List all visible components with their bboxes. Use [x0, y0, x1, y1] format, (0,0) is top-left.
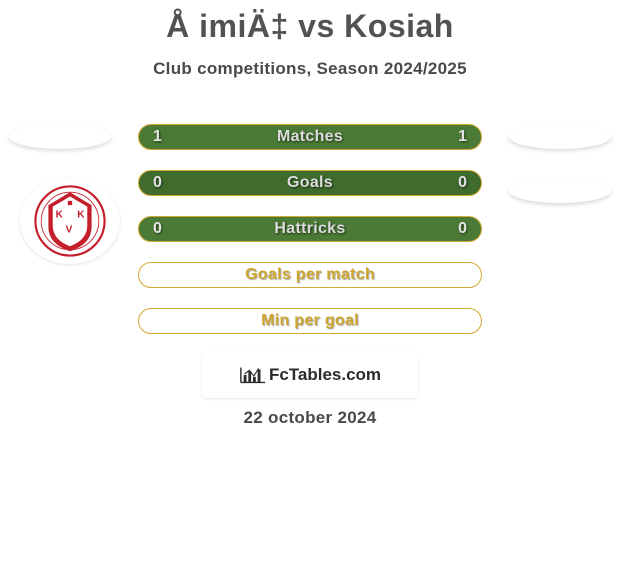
stat-goals-right: 0 — [458, 171, 467, 195]
page-subtitle: Club competitions, Season 2024/2025 — [0, 59, 620, 79]
stat-goals-label: Goals — [139, 171, 481, 195]
stat-matches-label: Matches — [139, 125, 481, 149]
svg-text:V: V — [66, 225, 73, 236]
stat-hattricks-label: Hattricks — [139, 217, 481, 241]
stat-matches-right: 1 — [458, 125, 467, 149]
player-right-club-placeholder — [509, 178, 611, 203]
stat-row-matches: 1 Matches 1 — [138, 124, 482, 150]
stats-table: 1 Matches 1 0 Goals 0 0 Hattricks 0 Goal… — [138, 124, 482, 354]
stat-mpg-label: Min per goal — [139, 309, 481, 333]
svg-text:K: K — [77, 209, 85, 220]
stat-row-goals: 0 Goals 0 — [138, 170, 482, 196]
stat-row-min-per-goal: Min per goal — [138, 308, 482, 334]
stat-row-hattricks: 0 Hattricks 0 — [138, 216, 482, 242]
stat-row-goals-per-match: Goals per match — [138, 262, 482, 288]
bar-chart-icon — [239, 365, 267, 385]
watermark-text: FcTables.com — [269, 365, 381, 385]
player-left-club-badge: K K V — [20, 178, 120, 264]
player-right-avatar-placeholder — [509, 124, 611, 149]
page-title: Å imiÄ‡ vs Kosiah — [0, 0, 620, 45]
generated-date: 22 october 2024 — [0, 408, 620, 428]
stat-hattricks-right: 0 — [458, 217, 467, 241]
player-left-avatar-placeholder — [9, 124, 111, 149]
watermark-fctables[interactable]: FcTables.com — [202, 352, 418, 398]
stat-gpm-label: Goals per match — [139, 263, 481, 287]
svg-text:K: K — [56, 209, 64, 220]
kv-kortrijk-logo-icon: K K V — [34, 185, 106, 257]
